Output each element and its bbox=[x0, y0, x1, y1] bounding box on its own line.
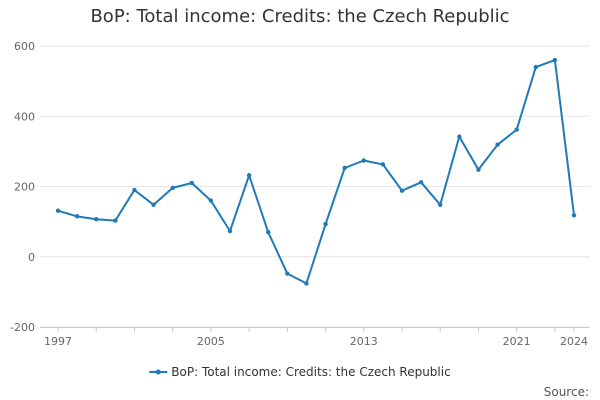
data-point[interactable] bbox=[438, 202, 443, 207]
data-point[interactable] bbox=[552, 57, 558, 63]
legend-marker-dot bbox=[155, 369, 161, 375]
x-axis: 1997 2005 2013 2021 2024 bbox=[40, 327, 590, 348]
data-point[interactable] bbox=[208, 198, 214, 203]
chart-title: BoP: Total income: Credits: the Czech Re… bbox=[90, 6, 510, 27]
data-point[interactable] bbox=[533, 64, 538, 70]
data-point[interactable] bbox=[170, 185, 175, 191]
data-point[interactable] bbox=[94, 216, 99, 222]
data-point[interactable] bbox=[285, 271, 290, 276]
data-point[interactable] bbox=[74, 214, 80, 219]
data-point[interactable] bbox=[514, 127, 519, 132]
data-point[interactable] bbox=[132, 187, 137, 193]
data-point[interactable] bbox=[476, 167, 481, 172]
series-line bbox=[57, 59, 575, 285]
data-point[interactable] bbox=[151, 202, 156, 207]
data-point[interactable] bbox=[323, 221, 328, 227]
x-tick-label: 2021 bbox=[503, 335, 531, 348]
y-tick-label: -200 bbox=[10, 321, 35, 334]
x-tick-label: 1997 bbox=[44, 335, 72, 348]
x-tick-label: 2013 bbox=[350, 335, 378, 348]
data-point[interactable] bbox=[246, 173, 252, 178]
data-point[interactable] bbox=[571, 213, 577, 218]
data-point[interactable] bbox=[457, 134, 462, 139]
y-tick-label: 400 bbox=[14, 110, 35, 123]
x-tick-label: 2024 bbox=[560, 335, 588, 348]
x-tick-label: 2005 bbox=[197, 335, 225, 348]
data-point[interactable] bbox=[361, 158, 366, 163]
data-point[interactable] bbox=[113, 218, 118, 223]
data-point[interactable] bbox=[342, 165, 347, 171]
source-label: Source: bbox=[544, 385, 589, 399]
data-point[interactable] bbox=[55, 208, 61, 213]
data-point[interactable] bbox=[399, 188, 405, 193]
series-layer bbox=[55, 57, 577, 286]
y-tick-label: 200 bbox=[14, 181, 35, 194]
y-tick-label: 600 bbox=[14, 40, 35, 53]
data-point[interactable] bbox=[304, 281, 309, 286]
data-point[interactable] bbox=[495, 142, 500, 147]
data-point[interactable] bbox=[418, 180, 424, 185]
data-point[interactable] bbox=[227, 228, 233, 234]
y-tick-label: 0 bbox=[28, 251, 35, 264]
legend-label: BoP: Total income: Credits: the Czech Re… bbox=[171, 365, 450, 379]
legend[interactable]: BoP: Total income: Credits: the Czech Re… bbox=[149, 365, 451, 379]
data-point[interactable] bbox=[380, 162, 386, 167]
data-point[interactable] bbox=[266, 229, 271, 235]
grid-lines: -200 0 200 400 600 bbox=[10, 40, 590, 334]
data-point[interactable] bbox=[189, 180, 194, 186]
